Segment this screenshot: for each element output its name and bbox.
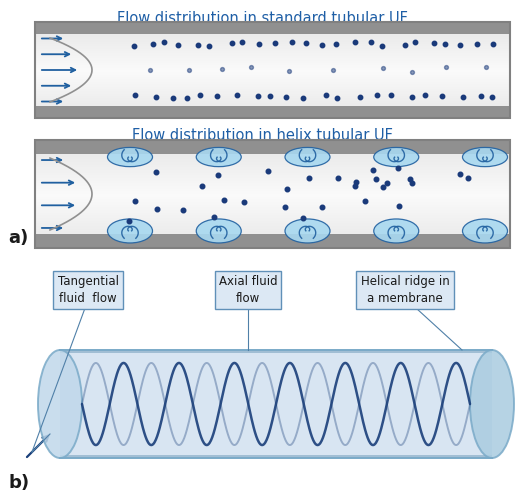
Bar — [35, 99, 510, 101]
Bar — [35, 223, 510, 226]
Bar — [35, 194, 510, 197]
Bar — [35, 176, 510, 178]
Bar — [35, 101, 510, 103]
Bar — [60, 455, 492, 458]
Ellipse shape — [196, 219, 241, 243]
Bar — [35, 49, 510, 51]
Bar — [35, 181, 510, 184]
Ellipse shape — [374, 219, 419, 243]
Bar — [35, 215, 510, 218]
Bar — [35, 140, 510, 154]
Ellipse shape — [285, 219, 330, 243]
Bar — [35, 167, 510, 170]
Text: Flow distribution in standard tubular UF: Flow distribution in standard tubular UF — [117, 11, 407, 26]
Bar — [35, 159, 510, 162]
Text: Tangential
fluid  flow: Tangential fluid flow — [58, 275, 119, 305]
Bar — [35, 178, 510, 181]
Bar — [35, 106, 510, 118]
Bar — [35, 231, 510, 234]
Bar — [35, 221, 510, 223]
Bar — [35, 22, 510, 118]
Bar — [35, 140, 510, 248]
Text: b): b) — [8, 474, 29, 492]
Bar — [35, 197, 510, 199]
Ellipse shape — [462, 219, 507, 243]
Bar — [35, 35, 510, 37]
Bar — [60, 350, 492, 353]
Bar — [35, 44, 510, 46]
Bar — [60, 350, 492, 458]
Bar — [35, 89, 510, 92]
Ellipse shape — [462, 147, 507, 166]
Bar — [35, 77, 510, 79]
Bar — [35, 56, 510, 58]
Bar — [35, 42, 510, 44]
Bar — [35, 229, 510, 231]
Bar — [35, 207, 510, 210]
Bar — [35, 205, 510, 207]
Bar — [35, 63, 510, 65]
Ellipse shape — [470, 350, 514, 458]
Ellipse shape — [108, 219, 153, 243]
Bar — [35, 22, 510, 35]
Bar — [35, 87, 510, 89]
Bar — [35, 103, 510, 106]
Bar — [35, 75, 510, 77]
Ellipse shape — [196, 147, 241, 166]
Bar — [35, 234, 510, 248]
Bar — [35, 51, 510, 53]
Bar — [35, 154, 510, 157]
Bar — [35, 199, 510, 202]
Bar — [35, 60, 510, 63]
Bar — [35, 213, 510, 215]
Text: Helical ridge in
a membrane: Helical ridge in a membrane — [361, 275, 449, 305]
Bar — [35, 164, 510, 167]
Ellipse shape — [285, 147, 330, 166]
Text: Flow distribution in helix tubular UF: Flow distribution in helix tubular UF — [132, 128, 392, 143]
Bar — [35, 173, 510, 176]
Bar — [35, 170, 510, 173]
Bar — [35, 82, 510, 84]
Bar — [35, 37, 510, 39]
Bar — [35, 189, 510, 191]
Bar — [35, 94, 510, 96]
Bar — [35, 72, 510, 75]
Ellipse shape — [38, 350, 82, 458]
Bar — [35, 157, 510, 159]
Bar — [35, 162, 510, 164]
Bar — [35, 92, 510, 94]
Text: a): a) — [8, 229, 28, 247]
Bar — [35, 79, 510, 82]
Bar — [35, 184, 510, 186]
Bar — [35, 58, 510, 60]
Bar — [35, 39, 510, 42]
Ellipse shape — [108, 147, 153, 166]
Bar — [35, 202, 510, 205]
Bar — [35, 226, 510, 229]
Text: Axial fluid
flow: Axial fluid flow — [219, 275, 277, 305]
Bar — [35, 84, 510, 87]
Bar — [35, 186, 510, 189]
Bar — [35, 67, 510, 70]
Bar — [35, 218, 510, 221]
Bar — [35, 191, 510, 194]
Bar — [35, 96, 510, 99]
Bar — [35, 70, 510, 72]
Ellipse shape — [374, 147, 419, 166]
Bar — [35, 65, 510, 67]
Bar — [35, 53, 510, 56]
Bar — [35, 46, 510, 49]
Bar — [35, 210, 510, 213]
